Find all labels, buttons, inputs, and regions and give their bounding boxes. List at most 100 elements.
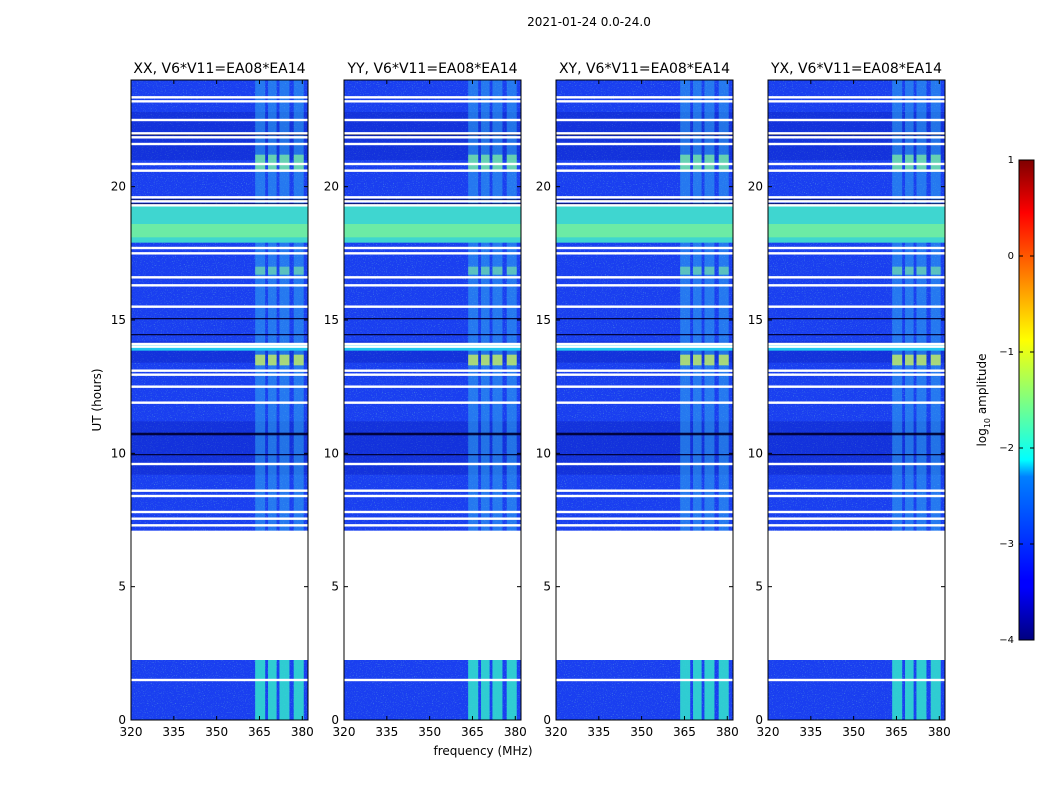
colorbar-label-subscript: 10 (983, 418, 992, 428)
dark-row (768, 318, 945, 320)
dark-band (768, 421, 945, 475)
x-tick-label: 365 (248, 725, 271, 739)
rfi-strong (468, 660, 479, 720)
panel-title: XY, V6*V11=EA08*EA14 (559, 61, 730, 77)
rfi-burst (255, 154, 266, 171)
y-tick-label: 5 (118, 580, 126, 594)
dark-row (131, 134, 308, 136)
flagged-row (556, 142, 733, 146)
rfi-burst (892, 154, 903, 171)
flagged-row (344, 345, 521, 348)
colorbar-ticks: 1 0 −1 −2 −3 −4 (999, 155, 1034, 646)
flagged-row (344, 305, 521, 308)
rfi-strong (892, 660, 903, 720)
colorbar-label-log: log (975, 428, 989, 446)
flagged-row (556, 369, 733, 372)
rfi-burst (268, 266, 277, 275)
rfi-burst (905, 154, 914, 171)
flagged-row (768, 200, 945, 203)
x-tick-label: 335 (162, 725, 185, 739)
flagged-row (768, 462, 945, 466)
flagged-row (768, 204, 945, 207)
flagged-row (344, 369, 521, 372)
rfi-channel (916, 80, 927, 720)
rfi-strong (930, 660, 941, 720)
flagged-row (131, 489, 308, 492)
panel-2: YY, V6*V11=EA08*EA14 320 335 350 365 380 0 5 10 1… (324, 61, 527, 739)
x-tick-label: 380 (504, 725, 527, 739)
x-axis-label: frequency (MHz) (433, 744, 532, 758)
rfi-burst (481, 266, 490, 275)
flagged-row (131, 100, 308, 103)
dark-row (556, 318, 733, 320)
flagged-row (556, 169, 733, 172)
flagged-row (344, 342, 521, 346)
flagged-row (556, 118, 733, 122)
flagged-row (131, 345, 308, 348)
flagged-row (556, 276, 733, 279)
y-tick-label: 5 (331, 580, 339, 594)
data-gap (344, 530, 521, 660)
rfi-burst (916, 154, 927, 171)
panel-title: YY, V6*V11=EA08*EA14 (346, 61, 517, 77)
flagged-row (131, 284, 308, 287)
figure-suptitle: 2021-01-24 0.0-24.0 (527, 15, 651, 29)
flagged-row (768, 100, 945, 103)
flagged-row (131, 510, 308, 514)
x-tick-label: 380 (716, 725, 739, 739)
flagged-row (556, 345, 733, 348)
dark-row (131, 199, 308, 201)
flagged-row (768, 162, 945, 166)
flagged-row (344, 162, 521, 166)
y-tick-label: 20 (536, 180, 551, 194)
dark-band (131, 421, 308, 475)
flagged-row (344, 517, 521, 520)
colorbar-tick-label: −2 (999, 443, 1014, 454)
flagged-row (131, 305, 308, 308)
colorbar: 10−1−2−3−4 log10 amplitude (975, 155, 1035, 646)
flagged-row (131, 118, 308, 122)
flagged-row (556, 510, 733, 514)
y-tick-label: 20 (111, 180, 126, 194)
x-tick-label: 380 (291, 725, 314, 739)
rfi-strong (718, 660, 729, 720)
rfi-burst (704, 354, 715, 366)
flagged-row (344, 132, 521, 135)
rfi-burst (704, 266, 715, 275)
flagged-row (768, 169, 945, 172)
rfi-channel (680, 80, 691, 720)
dark-row (344, 134, 521, 136)
x-tick-label: 365 (461, 725, 484, 739)
rfi-burst (492, 154, 503, 171)
dark-row (768, 134, 945, 136)
flagged-row (344, 169, 521, 172)
rfi-burst (506, 354, 517, 366)
flagged-row (344, 385, 521, 388)
dark-row (768, 454, 945, 456)
flagged-row (131, 524, 308, 527)
flagged-row (131, 401, 308, 404)
flagged-row (768, 524, 945, 527)
rfi-channel (481, 80, 490, 720)
rfi-burst (693, 266, 702, 275)
bright-band-core (131, 224, 308, 238)
dark-row (344, 454, 521, 456)
flagged-row (344, 462, 521, 466)
rfi-strong (492, 660, 503, 720)
flagged-row (131, 252, 308, 255)
flagged-row (556, 305, 733, 308)
flagged-row (556, 284, 733, 287)
flagged-row (131, 678, 308, 682)
dark-row (131, 334, 308, 336)
colorbar-tick-label: 0 (1008, 251, 1014, 262)
flagged-row (768, 196, 945, 199)
rfi-burst (268, 154, 277, 171)
flagged-row (556, 401, 733, 404)
rfi-burst (468, 266, 479, 275)
flagged-row (768, 136, 945, 139)
y-tick-label: 10 (536, 446, 551, 460)
flagged-row (768, 342, 945, 346)
dark-row (556, 199, 733, 201)
rfi-burst (916, 354, 927, 366)
rfi-burst (492, 266, 503, 275)
